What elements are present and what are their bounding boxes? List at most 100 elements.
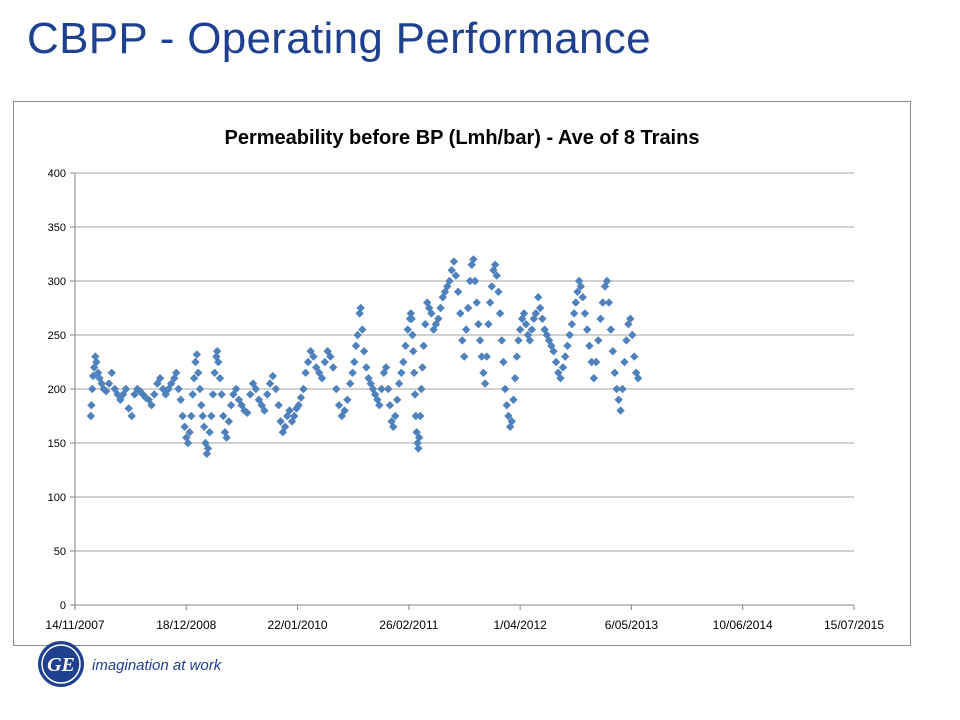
data-point xyxy=(231,384,241,394)
data-point xyxy=(178,411,187,421)
data-point xyxy=(495,309,505,318)
data-point xyxy=(192,350,202,359)
data-point xyxy=(294,401,303,410)
y-tick-label: 250 xyxy=(48,330,66,342)
data-point xyxy=(189,374,199,383)
data-point xyxy=(345,379,355,388)
tick-labels: 0 50 100 150 200 250 300 350 400 14/11/2007 18/12/… xyxy=(45,168,884,632)
data-point xyxy=(312,363,321,372)
data-point xyxy=(88,384,97,394)
data-point xyxy=(392,395,402,404)
data-point xyxy=(399,357,408,367)
data-point xyxy=(465,276,475,286)
data-point xyxy=(502,401,511,410)
data-point xyxy=(472,298,481,307)
data-point xyxy=(485,298,495,307)
data-point xyxy=(417,384,426,394)
data-point xyxy=(510,374,520,383)
data-point xyxy=(394,379,404,388)
y-tick-label: 300 xyxy=(48,276,66,288)
data-point xyxy=(263,390,272,399)
data-point xyxy=(414,444,423,453)
data-point xyxy=(317,374,327,383)
data-point xyxy=(246,390,255,399)
data-point xyxy=(309,352,318,361)
data-point xyxy=(205,428,214,437)
data-point xyxy=(197,401,206,410)
data-point xyxy=(224,417,234,426)
data-point xyxy=(271,384,281,394)
data-point xyxy=(391,411,400,421)
data-point xyxy=(549,347,558,356)
scatter-chart: Permeability before BP (Lmh/bar) - Ave o… xyxy=(45,127,884,632)
data-points xyxy=(86,255,643,458)
data-point xyxy=(121,384,131,394)
x-tick-label: 6/05/2013 xyxy=(605,618,659,632)
y-tick-label: 50 xyxy=(54,546,66,558)
data-point xyxy=(290,411,299,421)
data-point xyxy=(563,341,572,350)
data-point xyxy=(569,309,579,318)
data-point xyxy=(521,320,531,329)
data-point xyxy=(127,411,136,421)
data-point xyxy=(606,325,616,334)
x-tick-label: 22/01/2010 xyxy=(268,618,328,632)
data-point xyxy=(535,303,545,313)
data-point xyxy=(359,347,369,356)
y-tick-label: 150 xyxy=(48,438,66,450)
data-point xyxy=(538,314,547,323)
data-point xyxy=(185,428,194,437)
data-point xyxy=(600,282,610,291)
data-point xyxy=(265,379,275,388)
data-point xyxy=(482,352,491,361)
data-point xyxy=(504,411,513,421)
data-point xyxy=(409,347,418,356)
data-point xyxy=(616,406,625,415)
data-point xyxy=(351,341,361,350)
ge-logo-icon: GE xyxy=(38,641,84,687)
data-point xyxy=(212,347,222,356)
x-tick-label: 1/04/2012 xyxy=(493,618,547,632)
data-point xyxy=(194,368,203,377)
data-point xyxy=(578,293,587,302)
y-tick-label: 400 xyxy=(48,168,66,180)
data-point xyxy=(500,384,510,394)
data-point xyxy=(158,384,168,394)
data-point xyxy=(203,444,213,453)
data-point xyxy=(334,401,344,410)
data-point xyxy=(167,379,176,388)
data-point xyxy=(458,336,467,345)
data-point xyxy=(343,395,352,404)
x-tick-label: 14/11/2007 xyxy=(45,618,104,632)
data-point xyxy=(453,287,463,296)
data-point xyxy=(461,325,471,334)
data-point xyxy=(176,395,185,404)
axes xyxy=(70,172,855,610)
data-point xyxy=(340,406,349,415)
data-point xyxy=(608,347,617,356)
slide-title: CBPP - Operating Performance xyxy=(27,14,651,63)
data-point xyxy=(217,390,226,399)
data-point xyxy=(587,357,596,367)
data-point xyxy=(101,386,111,396)
data-point xyxy=(188,390,197,399)
data-point xyxy=(514,336,523,345)
data-point xyxy=(556,374,565,383)
data-point xyxy=(509,395,518,404)
data-point xyxy=(614,395,623,404)
data-point xyxy=(626,314,635,323)
data-point xyxy=(414,433,424,442)
data-point xyxy=(499,357,508,367)
data-point xyxy=(303,357,313,367)
data-point xyxy=(377,384,386,394)
data-point xyxy=(348,368,357,377)
data-point xyxy=(477,352,486,361)
data-point xyxy=(630,352,639,361)
y-tick-label: 100 xyxy=(48,492,66,504)
data-point xyxy=(92,357,101,367)
data-point xyxy=(490,260,500,269)
data-point xyxy=(276,417,285,426)
data-point xyxy=(519,309,529,318)
data-point xyxy=(507,417,516,426)
data-point xyxy=(183,438,193,448)
